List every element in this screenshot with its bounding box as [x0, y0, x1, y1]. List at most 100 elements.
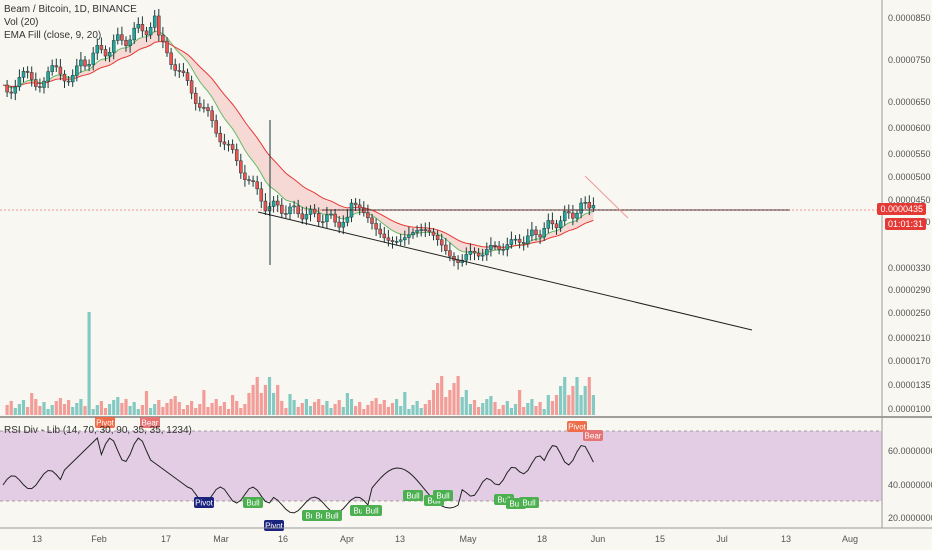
volume-bar [255, 377, 259, 415]
volume-bar [587, 377, 591, 415]
candle-body [202, 107, 206, 109]
candle-body [345, 216, 350, 223]
candle-body [62, 73, 67, 82]
volume-bar [415, 401, 419, 415]
volume-bar [390, 403, 395, 415]
candle-body [439, 239, 444, 246]
volume-bar [485, 399, 489, 415]
candle-body [370, 217, 374, 224]
candle-body [288, 206, 292, 215]
rsi-signal-pivot: Pivot [95, 417, 115, 428]
candle-body [341, 222, 346, 228]
volume-bar [497, 409, 501, 415]
volume-bar [173, 396, 177, 415]
candle-body [431, 231, 436, 236]
candle-body [591, 205, 596, 209]
volume-bar [378, 404, 382, 415]
symbol-title[interactable]: Beam / Bitcoin, 1D, BINANCE [4, 4, 137, 15]
volume-bar [30, 393, 34, 415]
candle-body [321, 221, 325, 223]
rsi-signal-bull: Bull [519, 497, 539, 508]
volume-bar [534, 406, 538, 415]
volume-bar [304, 399, 308, 415]
volume-bar [300, 403, 304, 415]
volume-bar [386, 407, 390, 415]
candle-body [210, 110, 214, 121]
candle-body [181, 70, 186, 73]
volume-bar [526, 403, 530, 415]
candle-body [316, 213, 321, 222]
price-tick-label: 0.0000850 [888, 13, 931, 23]
time-tick-label: Mar [213, 534, 229, 544]
volume-bar [263, 385, 267, 415]
volume-bar [489, 396, 493, 415]
volume-bar [91, 409, 95, 415]
candle-body [34, 79, 38, 87]
candle-body [513, 238, 518, 241]
candle-body [337, 221, 341, 228]
volume-bar [194, 408, 198, 415]
candle-body [587, 202, 592, 209]
rsi-signal-badge [433, 490, 453, 501]
volume-indicator-label[interactable]: Vol (20) [4, 17, 39, 28]
rsi-signal-bull: Bull [322, 510, 342, 521]
candle-body [485, 249, 489, 256]
candle-body [583, 202, 587, 204]
price-pane[interactable] [0, 8, 882, 415]
rsi-signal-pivot: Pivot [194, 497, 214, 508]
volume-bar [13, 408, 17, 415]
candle-body [9, 91, 13, 94]
volume-bar [181, 409, 185, 415]
candle-body [247, 179, 251, 181]
volume-bar [575, 377, 579, 415]
candle-body [435, 234, 440, 240]
candle-body [394, 241, 399, 243]
rsi-axis[interactable]: 60.0000000 40.0000000 20.0000000 [888, 446, 932, 523]
candle-body [366, 212, 370, 219]
volume-bar [583, 386, 587, 415]
volume-bar [276, 385, 280, 415]
ema-indicator-label[interactable]: EMA Fill (close, 9, 20) [4, 30, 102, 41]
volume-bar [456, 376, 460, 415]
volume-bar [272, 393, 276, 415]
time-tick-label: 16 [278, 534, 288, 544]
volume-bar [5, 405, 9, 415]
candle-body [169, 52, 173, 65]
volume-bar [103, 408, 108, 415]
time-axis[interactable]: 13 Feb 17 Mar 16 Apr 13 May 18 Jun 15 Jul 13 Aug [32, 534, 858, 544]
candle-body [546, 220, 551, 229]
volume-bar [251, 385, 255, 415]
volume-bar [46, 409, 50, 415]
rsi-indicator-label[interactable]: RSI Div - Lib (14, 70, 30, 90, 35, 35, 1… [4, 425, 192, 436]
candle-body [226, 143, 231, 146]
candle-body [136, 24, 141, 29]
rsi-band [0, 431, 882, 501]
volume-bar [468, 404, 472, 415]
candle-body [103, 49, 108, 57]
candle-body [329, 213, 333, 216]
rsi-signal-text: Bull [509, 500, 523, 509]
rsi-signal-badge [567, 421, 587, 432]
candle-body [353, 202, 358, 206]
current-price-tag: 0.0000435 [877, 203, 926, 215]
candle-body [538, 234, 542, 238]
volume-bar [87, 312, 91, 415]
candle-body [214, 120, 218, 134]
volume-bar [140, 405, 144, 415]
volume-bar [210, 403, 214, 415]
candle-body [480, 254, 485, 257]
volume-bar [382, 400, 386, 415]
rsi-tick-label: 60.0000000 [888, 446, 932, 456]
volume-bar [267, 377, 272, 415]
volume-bar [218, 406, 222, 415]
price-tick-label: 0.0000290 [888, 285, 931, 295]
candle-body [54, 65, 59, 68]
candle-body [124, 39, 128, 46]
volume-bar [206, 407, 210, 415]
volume-bar [321, 405, 325, 415]
volume-bar [370, 401, 374, 415]
candle-body [116, 34, 120, 41]
volume-bar [17, 404, 21, 415]
